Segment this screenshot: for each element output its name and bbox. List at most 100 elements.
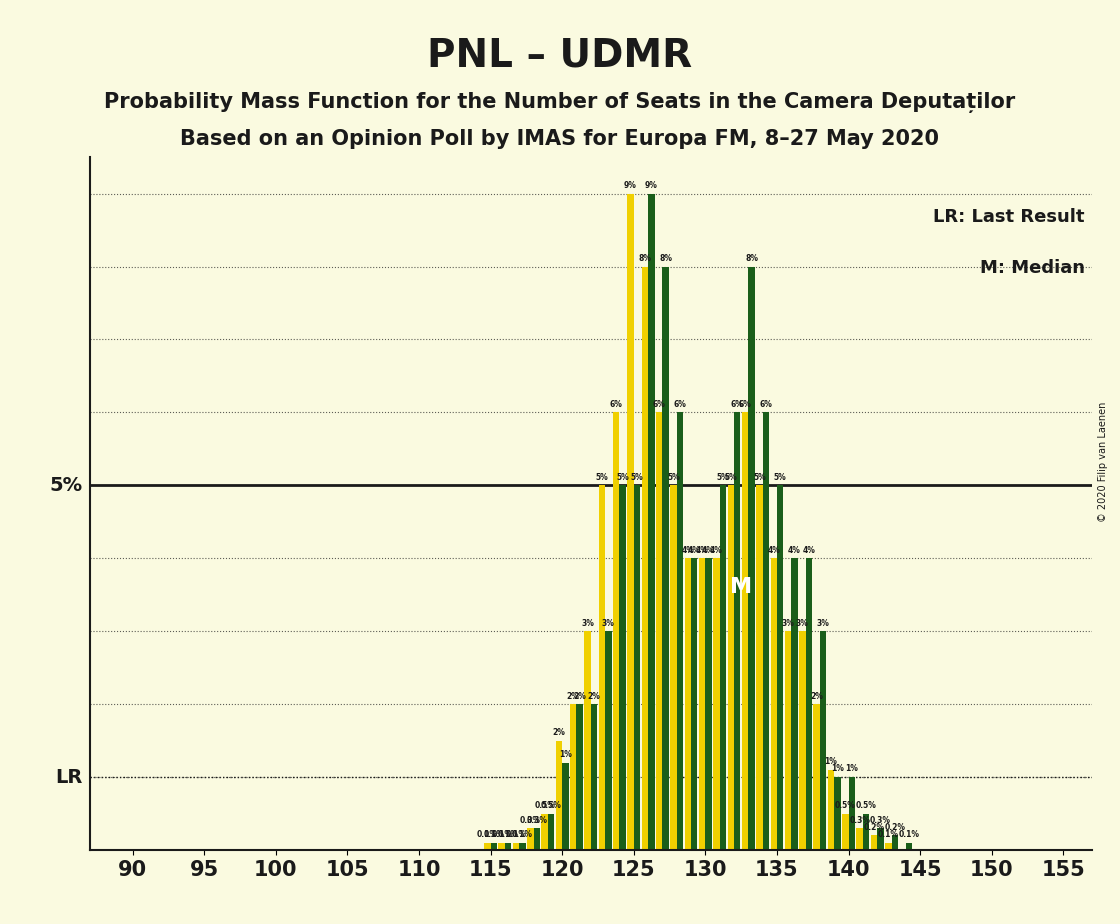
Bar bbox=[813, 704, 820, 850]
Text: 2%: 2% bbox=[588, 691, 600, 700]
Bar bbox=[800, 631, 805, 850]
Bar bbox=[791, 558, 797, 850]
Text: 0.3%: 0.3% bbox=[520, 816, 541, 824]
Text: 6%: 6% bbox=[609, 400, 623, 408]
Bar bbox=[892, 835, 898, 850]
Bar bbox=[570, 704, 577, 850]
Bar bbox=[585, 631, 591, 850]
Text: 8%: 8% bbox=[660, 254, 672, 262]
Bar bbox=[541, 814, 548, 850]
Text: 4%: 4% bbox=[681, 546, 694, 554]
Text: 4%: 4% bbox=[767, 546, 781, 554]
Text: 3%: 3% bbox=[601, 618, 615, 627]
Text: 5%: 5% bbox=[49, 476, 83, 495]
Text: 0.5%: 0.5% bbox=[541, 801, 561, 810]
Bar bbox=[577, 704, 582, 850]
Text: 2%: 2% bbox=[573, 691, 586, 700]
Text: 2%: 2% bbox=[810, 691, 823, 700]
Text: 0.3%: 0.3% bbox=[526, 816, 548, 824]
Text: 8%: 8% bbox=[638, 254, 652, 262]
Text: 0.1%: 0.1% bbox=[492, 830, 512, 839]
Bar bbox=[834, 777, 841, 850]
Text: 0.3%: 0.3% bbox=[870, 816, 890, 824]
Text: Probability Mass Function for the Number of Seats in the Camera Deputaților: Probability Mass Function for the Number… bbox=[104, 92, 1016, 114]
Bar bbox=[734, 412, 740, 850]
Text: 0.1%: 0.1% bbox=[878, 830, 898, 839]
Text: 5%: 5% bbox=[774, 473, 786, 481]
Text: 4%: 4% bbox=[710, 546, 722, 554]
Text: 1%: 1% bbox=[846, 764, 858, 773]
Bar bbox=[849, 777, 855, 850]
Bar bbox=[691, 558, 698, 850]
Bar bbox=[748, 266, 755, 850]
Bar bbox=[713, 558, 720, 850]
Text: 6%: 6% bbox=[739, 400, 752, 408]
Text: 3%: 3% bbox=[782, 618, 794, 627]
Text: 5%: 5% bbox=[631, 473, 643, 481]
Bar bbox=[805, 558, 812, 850]
Bar bbox=[706, 558, 712, 850]
Bar bbox=[763, 412, 769, 850]
Bar bbox=[676, 412, 683, 850]
Bar bbox=[520, 843, 525, 850]
Text: Based on an Opinion Poll by IMAS for Europa FM, 8–27 May 2020: Based on an Opinion Poll by IMAS for Eur… bbox=[180, 129, 940, 150]
Text: PNL – UDMR: PNL – UDMR bbox=[428, 37, 692, 75]
Text: 0.1%: 0.1% bbox=[505, 830, 526, 839]
Bar bbox=[720, 485, 726, 850]
Text: M: Median: M: Median bbox=[980, 260, 1085, 277]
Bar bbox=[613, 412, 619, 850]
Text: 9%: 9% bbox=[645, 181, 657, 190]
Text: 0.1%: 0.1% bbox=[497, 830, 519, 839]
Bar bbox=[862, 814, 869, 850]
Bar bbox=[533, 828, 540, 850]
Text: 6%: 6% bbox=[730, 400, 744, 408]
Bar bbox=[699, 558, 706, 850]
Text: 4%: 4% bbox=[788, 546, 801, 554]
Text: M: M bbox=[730, 578, 753, 598]
Text: 1%: 1% bbox=[824, 757, 838, 766]
Text: 0.1%: 0.1% bbox=[477, 830, 497, 839]
Bar bbox=[820, 631, 827, 850]
Bar bbox=[484, 843, 491, 850]
Text: 2%: 2% bbox=[567, 691, 580, 700]
Bar bbox=[548, 814, 554, 850]
Text: LR: LR bbox=[55, 768, 83, 786]
Text: 2%: 2% bbox=[552, 728, 566, 737]
Bar bbox=[828, 770, 834, 850]
Text: 4%: 4% bbox=[688, 546, 701, 554]
Bar bbox=[642, 266, 648, 850]
Text: LR: Last Result: LR: Last Result bbox=[933, 208, 1085, 226]
Text: 1%: 1% bbox=[559, 750, 572, 759]
Text: 0.5%: 0.5% bbox=[534, 801, 556, 810]
Bar bbox=[513, 843, 520, 850]
Bar bbox=[605, 631, 612, 850]
Bar bbox=[877, 828, 884, 850]
Text: 1%: 1% bbox=[831, 764, 843, 773]
Text: 6%: 6% bbox=[653, 400, 665, 408]
Bar bbox=[528, 828, 533, 850]
Bar bbox=[599, 485, 605, 850]
Text: 0.2%: 0.2% bbox=[864, 823, 885, 832]
Text: 5%: 5% bbox=[616, 473, 629, 481]
Bar bbox=[771, 558, 777, 850]
Bar bbox=[870, 835, 877, 850]
Text: 0.1%: 0.1% bbox=[484, 830, 504, 839]
Text: 0.1%: 0.1% bbox=[898, 830, 920, 839]
Bar bbox=[491, 843, 497, 850]
Text: 4%: 4% bbox=[802, 546, 815, 554]
Bar bbox=[662, 266, 669, 850]
Bar bbox=[634, 485, 641, 850]
Text: 5%: 5% bbox=[717, 473, 729, 481]
Bar bbox=[619, 485, 626, 850]
Bar bbox=[777, 485, 783, 850]
Text: 6%: 6% bbox=[673, 400, 687, 408]
Bar bbox=[590, 704, 597, 850]
Text: 5%: 5% bbox=[753, 473, 766, 481]
Bar bbox=[857, 828, 862, 850]
Text: © 2020 Filip van Laenen: © 2020 Filip van Laenen bbox=[1099, 402, 1108, 522]
Bar bbox=[842, 814, 849, 850]
Bar bbox=[656, 412, 662, 850]
Bar bbox=[562, 762, 569, 850]
Bar bbox=[670, 485, 676, 850]
Bar bbox=[505, 843, 512, 850]
